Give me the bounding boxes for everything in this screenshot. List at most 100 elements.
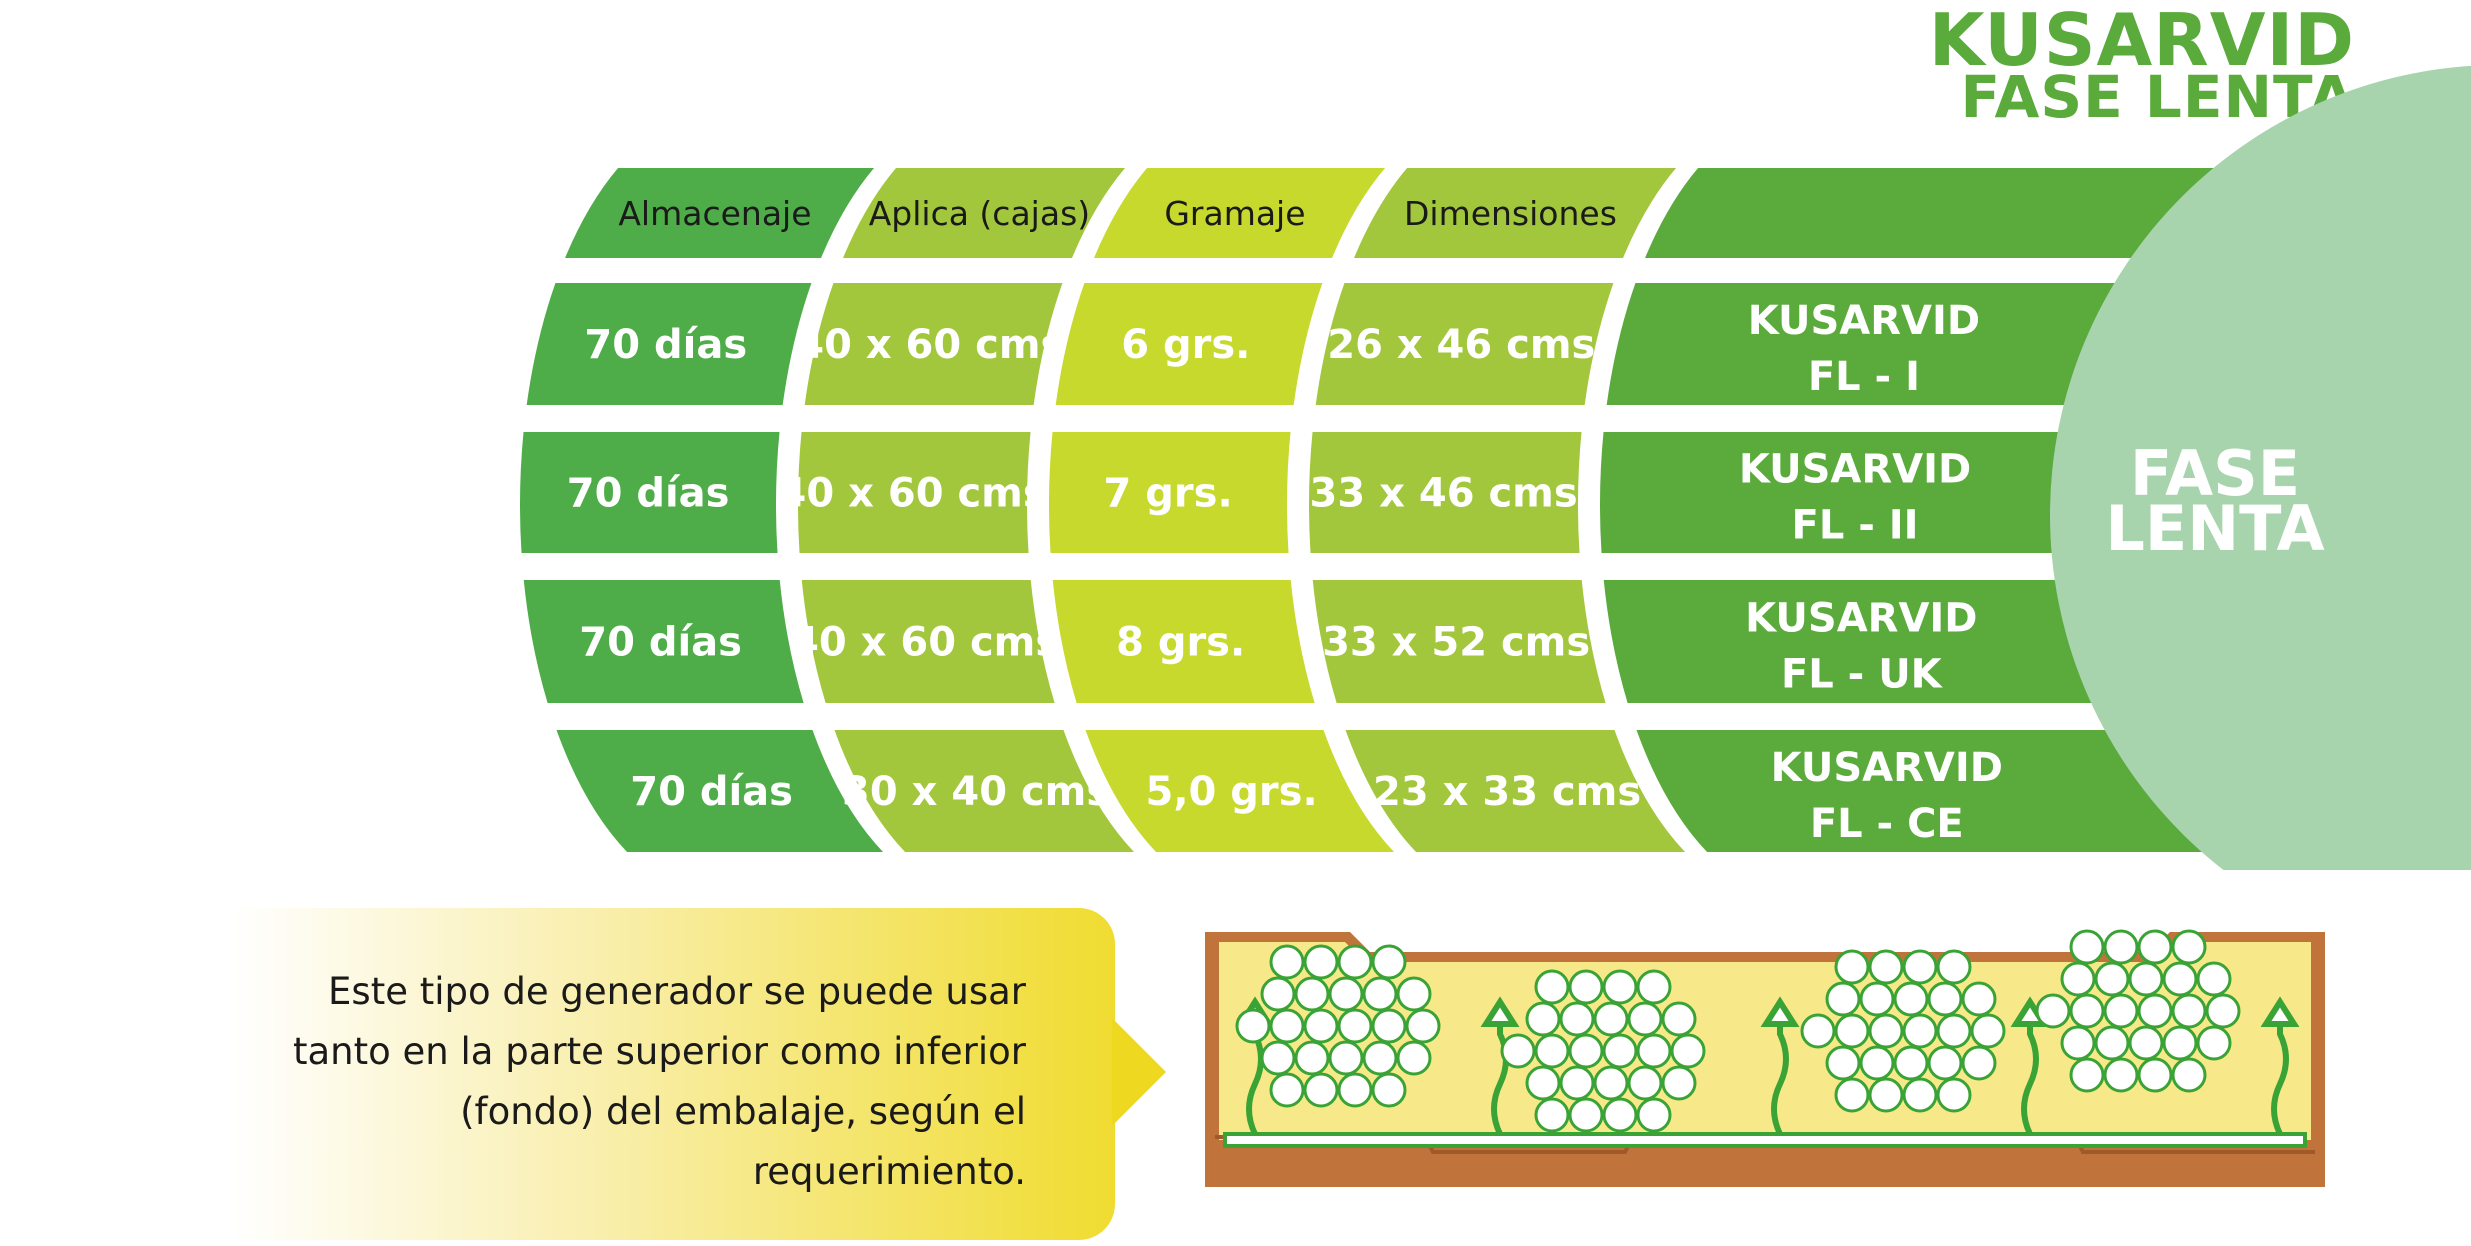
- grape-cluster-icon: [1602, 969, 1638, 1005]
- product-table: FASE LENTA Almacenaje Aplica (cajas) Grama…: [520, 66, 2471, 870]
- cell-r1-gramaje: [1055, 283, 1323, 405]
- grape-cluster-icon: [1269, 1008, 1305, 1044]
- cell-r4-gramaje: [1085, 730, 1395, 852]
- cell-text-aplica: 40 x 60 cms: [796, 322, 1064, 368]
- grape-cluster-icon: [1396, 976, 1432, 1012]
- vapor-arrow-head-icon: [1760, 996, 1800, 1027]
- grape-cluster-icon: [1568, 969, 1604, 1005]
- grape-cluster-icon: [1670, 1033, 1706, 1069]
- note-box: [230, 908, 1115, 1240]
- model-code: FL - I: [1808, 354, 1920, 400]
- grape-cluster-icon: [1534, 969, 1570, 1005]
- side-label-line-2: LENTA: [2105, 492, 2324, 565]
- grape-cluster-icon: [1294, 1040, 1330, 1076]
- cell-text-aplica: 40 x 60 cms: [791, 620, 1059, 666]
- vapor-arrow-icon: [2021, 1009, 2039, 1136]
- grape-cluster-icon: [1534, 1033, 1570, 1069]
- grape-cluster-icon: [2162, 1025, 2198, 1061]
- grape-cluster-icon: [2103, 929, 2139, 965]
- grape-cluster-icon: [1328, 976, 1364, 1012]
- header-label-gramaje: Gramaje: [1164, 194, 1305, 233]
- cell-text-gramaje: 5,0 grs.: [1146, 769, 1318, 815]
- grape-cluster-icon: [2069, 1057, 2105, 1093]
- grape-cluster-icon: [1362, 1040, 1398, 1076]
- grape-cluster-icon: [2162, 961, 2198, 997]
- grape-cluster-icon: [1627, 1065, 1663, 1101]
- cell-r4-dimensiones: [1345, 730, 1686, 852]
- grape-cluster-icon: [1936, 1013, 1972, 1049]
- cell-r2-gramaje: [1049, 432, 1291, 553]
- grape-cluster-icon: [1902, 1013, 1938, 1049]
- grape-cluster-icon: [1593, 1001, 1629, 1037]
- vapor-arrow-head-icon: [2260, 996, 2300, 1027]
- grape-cluster-icon: [1303, 1072, 1339, 1108]
- vapor-arrow-icon: [1771, 1009, 1789, 1136]
- model-name: KUSARVID: [1745, 596, 1977, 642]
- grape-cluster-icon: [2060, 961, 2096, 997]
- grape-cluster-icon: [2137, 1057, 2173, 1093]
- cell-text-almacenaje: 70 días: [630, 769, 793, 815]
- grape-cluster-icon: [1559, 1065, 1595, 1101]
- header-cell-gramaje: [1094, 168, 1386, 258]
- grape-cluster-icon: [2128, 961, 2164, 997]
- grape-cluster-icon: [1235, 1008, 1271, 1044]
- cell-text-dimensiones: 26 x 46 cms: [1327, 322, 1595, 368]
- grape-cluster-icon: [1405, 1008, 1441, 1044]
- cell-text-aplica: 30 x 40 cms: [842, 769, 1110, 815]
- cell-r3-gramaje: [1052, 580, 1315, 703]
- grape-cluster-icon: [1868, 1077, 1904, 1113]
- grape-cluster-icon: [1371, 1072, 1407, 1108]
- grape-cluster-icon: [1936, 949, 1972, 985]
- page-subtitle: FASE LENTA: [1960, 63, 2355, 131]
- grape-cluster-icon: [1961, 981, 1997, 1017]
- cell-r2-dimensiones: [1309, 432, 1582, 553]
- cell-text-dimensiones: 33 x 52 cms: [1322, 620, 1590, 666]
- model-name: KUSARVID: [1771, 745, 2003, 791]
- grape-cluster-icon: [2060, 1025, 2096, 1061]
- tray-illustration-icon: [1205, 929, 2325, 1187]
- grape-cluster-icon: [1294, 976, 1330, 1012]
- grape-cluster-icon: [1337, 1008, 1373, 1044]
- grape-cluster-icon: [1636, 969, 1672, 1005]
- grape-cluster-icon: [1661, 1065, 1697, 1101]
- grape-cluster-icon: [1859, 981, 1895, 1017]
- grape-cluster-icon: [2196, 961, 2232, 997]
- grape-cluster-icon: [2103, 993, 2139, 1029]
- grape-cluster-icon: [1834, 1077, 1870, 1113]
- grape-cluster-icon: [2094, 1025, 2130, 1061]
- grape-cluster-icon: [1825, 1045, 1861, 1081]
- grape-cluster-icon: [2069, 993, 2105, 1029]
- grape-cluster-icon: [1303, 944, 1339, 980]
- grape-cluster-icon: [1636, 1033, 1672, 1069]
- side-label-line-1: FASE: [2130, 437, 2300, 510]
- cell-text-almacenaje: 70 días: [567, 471, 730, 517]
- grape-cluster-icon: [2137, 993, 2173, 1029]
- grape-cluster-icon: [2035, 993, 2071, 1029]
- grape-cluster-icon: [1303, 1008, 1339, 1044]
- grape-cluster-icon: [1970, 1013, 2006, 1049]
- grape-cluster-icon: [1936, 1077, 1972, 1113]
- grape-cluster-icon: [1525, 1065, 1561, 1101]
- cell-r3-aplica: [801, 580, 1055, 703]
- cell-text-almacenaje: 70 días: [584, 322, 747, 368]
- header-label-aplica: Aplica (cajas): [869, 194, 1090, 233]
- grape-cluster-icon: [1961, 1045, 1997, 1081]
- grape-cluster-icon: [1859, 1045, 1895, 1081]
- note-arrow-icon: [1112, 1018, 1166, 1126]
- grape-cluster-icon: [1269, 1072, 1305, 1108]
- cell-r4-aplica: [834, 730, 1135, 852]
- page-title: KUSARVID: [1928, 0, 2355, 82]
- header-cell-aplica: [843, 168, 1126, 258]
- cell-text-dimensiones: 23 x 33 cms: [1373, 769, 1641, 815]
- grape-cluster-icon: [2171, 993, 2207, 1029]
- grape-cluster-icon: [2103, 1057, 2139, 1093]
- grape-cluster-icon: [1269, 944, 1305, 980]
- grape-cluster-icon: [1534, 1097, 1570, 1133]
- grape-cluster-icon: [1902, 949, 1938, 985]
- cell-r2-aplica: [798, 432, 1031, 553]
- cell-r3-almacenaje: [523, 580, 804, 703]
- model-name: KUSARVID: [1748, 298, 1980, 344]
- grape-cluster-icon: [1636, 1097, 1672, 1133]
- grape-cluster-icon: [1568, 1033, 1604, 1069]
- grape-cluster-icon: [1593, 1065, 1629, 1101]
